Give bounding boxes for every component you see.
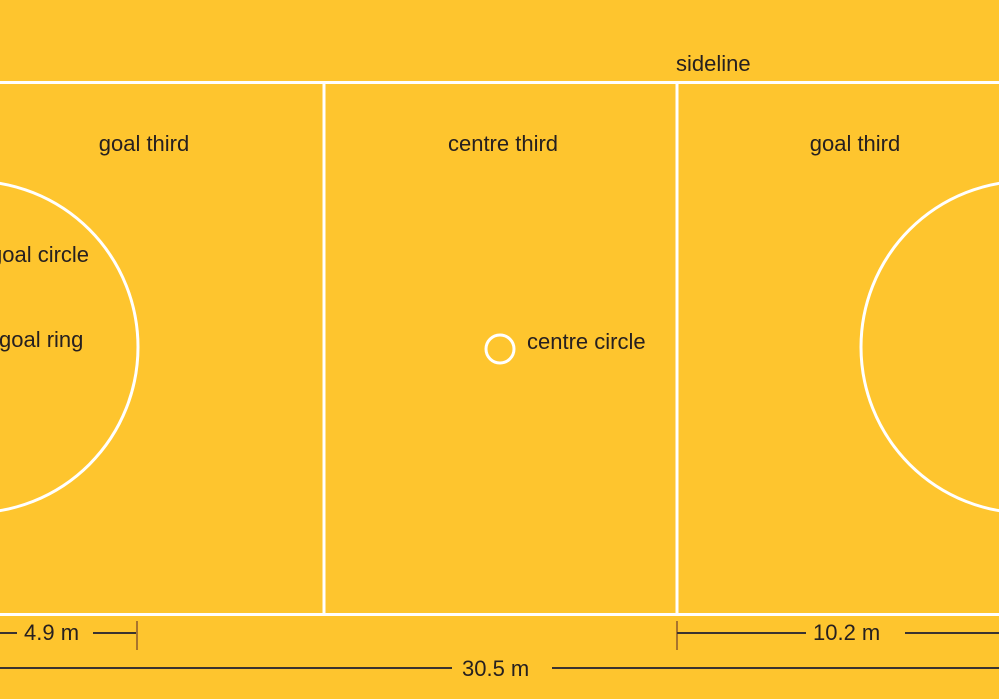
- centre-circle-mark: [484, 333, 516, 365]
- goal-ring-label: goal ring: [0, 327, 84, 352]
- goal-circle-label: goal circle: [0, 242, 90, 267]
- goal-circle-left-arc: [0, 181, 140, 513]
- goal-circle-radius-measurement: 4.9 m: [24, 620, 80, 645]
- goal-third-length-measurement: 10.2 m: [813, 620, 881, 645]
- goal-circle-right-arc: [859, 181, 999, 513]
- centre-circle-label: centre circle: [527, 329, 646, 354]
- sideline-label: sideline: [676, 51, 751, 76]
- goal-third-left-label: goal third: [98, 131, 190, 156]
- court-length-measurement: 30.5 m: [462, 656, 530, 681]
- centre-third-label: centre third: [447, 131, 559, 156]
- goal-third-right-label: goal third: [809, 131, 901, 156]
